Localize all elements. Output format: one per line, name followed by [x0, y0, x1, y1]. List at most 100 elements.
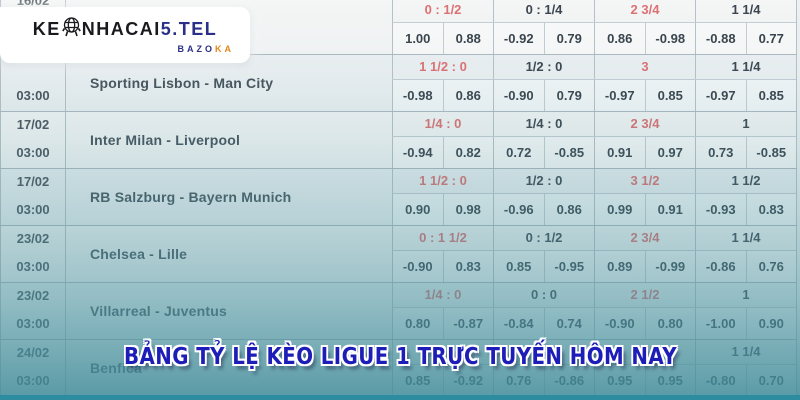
match-name: Villarreal - Juventus [90, 302, 228, 319]
odds-value[interactable]: -0.85 [745, 136, 796, 168]
odds-value[interactable]: -0.94 [392, 136, 443, 168]
match-time: 03:00 [16, 87, 50, 103]
odds-value[interactable]: -0.84 [493, 307, 544, 339]
odds-value[interactable]: 0.98 [442, 193, 493, 225]
site-logo[interactable]: KE NHACAI 5.TEL BAZOKA [0, 7, 250, 63]
handicap-value: 1 1/2 : 0 [392, 54, 493, 79]
match-date-cell: 17/02 03:00 [0, 111, 66, 168]
odds-value[interactable]: -0.95 [543, 250, 594, 282]
match-time: 03:00 [16, 372, 50, 388]
odds-row: 0.90 0.98 -0.96 0.86 0.99 0.91 -0.93 0.83 [392, 192, 796, 225]
odds-value[interactable]: 0.73 [695, 136, 746, 168]
odds-value[interactable]: 0.80 [644, 307, 695, 339]
odds-value[interactable]: -0.86 [695, 250, 746, 282]
odds-value[interactable]: -0.93 [695, 193, 746, 225]
odds-value[interactable]: 0.85 [745, 79, 796, 111]
odds-value[interactable]: -1.00 [695, 307, 746, 339]
match-row: 23/02 03:00 Villarreal - Juventus 1/4 : … [0, 282, 797, 340]
logo-brand-suffix: NHACAI [81, 19, 161, 39]
odds-value[interactable]: 0.90 [392, 193, 443, 225]
handicap-value: 2 1/2 [594, 282, 695, 307]
match-name-cell: Chelsea - Lille [66, 226, 392, 282]
odds-value[interactable]: 0.76 [745, 250, 796, 282]
globe-mascot-icon [61, 16, 81, 43]
odds-value[interactable]: 0.74 [543, 307, 594, 339]
odds-value[interactable]: -0.99 [644, 250, 695, 282]
logo-brand-prefix: KE [32, 19, 61, 39]
match-time: 03:00 [16, 144, 50, 160]
odds-value[interactable]: 0.72 [493, 136, 544, 168]
match-time: 03:00 [16, 201, 50, 217]
promo-banner: BẢNG TỶ LỆ KÈO LIGUE 1 TRỰC TUYẾN HÔM NA… [0, 344, 800, 370]
odds-value[interactable]: -0.87 [442, 307, 493, 339]
odds-value[interactable]: 0.85 [493, 250, 544, 282]
odds-value[interactable]: 0.79 [543, 79, 594, 111]
odds-value[interactable]: 0.82 [442, 136, 493, 168]
odds-value[interactable]: 0.86 [594, 22, 645, 54]
odds-value[interactable]: -0.98 [392, 79, 443, 111]
logo-brand-text: KE NHACAI 5.TEL [0, 16, 250, 43]
handicap-row: 0 : 1/2 0 : 1/4 2 3/4 1 1/4 [392, 0, 796, 22]
odds-value[interactable]: 0.90 [745, 307, 796, 339]
match-name-cell: RB Salzburg - Bayern Munich [66, 169, 392, 225]
match-date: 23/02 [16, 287, 50, 303]
odds-value[interactable]: -0.98 [644, 22, 695, 54]
handicap-value: 2 3/4 [594, 225, 695, 250]
odds-value[interactable]: -0.90 [392, 250, 443, 282]
handicap-value: 0 : 1/4 [493, 0, 594, 22]
odds-value[interactable]: 0.80 [392, 307, 443, 339]
match-date-cell: 23/02 03:00 [0, 282, 66, 339]
odds-value[interactable]: 0.86 [442, 79, 493, 111]
logo-subtitle-accent: KA [215, 44, 234, 54]
handicap-value: 0 : 1/2 [392, 0, 493, 22]
logo-subtitle-primary: BAZO [177, 44, 215, 54]
odds-value[interactable]: -0.90 [493, 79, 544, 111]
match-name: Inter Milan - Liverpool [90, 131, 241, 148]
handicap-value: 1 [695, 282, 796, 307]
odds-value[interactable]: -0.88 [695, 22, 746, 54]
handicap-value: 1 1/2 : 0 [392, 168, 493, 193]
odds-value[interactable]: 0.77 [745, 22, 796, 54]
handicap-value: 0 : 1/2 [493, 225, 594, 250]
odds-value[interactable]: -0.97 [594, 79, 645, 111]
odds-value[interactable]: 0.83 [442, 250, 493, 282]
handicap-value: 2 3/4 [594, 0, 695, 22]
odds-value[interactable]: 0.86 [543, 193, 594, 225]
odds-row: -0.90 0.83 0.85 -0.95 0.89 -0.99 -0.86 0.76 [392, 249, 796, 282]
odds-value[interactable]: 0.91 [644, 193, 695, 225]
odds-value[interactable]: 0.99 [594, 193, 645, 225]
odds-value[interactable]: 1.00 [392, 22, 443, 54]
handicap-value: 2 3/4 [594, 111, 695, 136]
match-date: 23/02 [16, 230, 50, 246]
odds-value[interactable]: 0.85 [644, 79, 695, 111]
odds-value[interactable]: -0.92 [493, 22, 544, 54]
logo-subtitle: BAZOKA [0, 44, 250, 54]
odds-value[interactable]: 0.97 [644, 136, 695, 168]
odds-value[interactable]: -0.90 [594, 307, 645, 339]
odds-value[interactable]: 0.83 [745, 193, 796, 225]
match-date-cell: 23/02 03:00 [0, 225, 66, 282]
match-date: 17/02 [16, 173, 50, 189]
odds-value[interactable]: 0.79 [543, 22, 594, 54]
handicap-value: 1/2 : 0 [493, 168, 594, 193]
logo-brand-tld: 5.TEL [160, 19, 218, 39]
match-time: 03:00 [16, 315, 50, 331]
bottom-accent-bar [0, 395, 800, 400]
match-name-cell: Villarreal - Juventus [66, 283, 392, 339]
odds-value[interactable]: -0.97 [695, 79, 746, 111]
match-name: RB Salzburg - Bayern Munich [90, 188, 292, 205]
odds-value[interactable]: 0.91 [594, 136, 645, 168]
handicap-value: 1 1/2 [695, 168, 796, 193]
odds-value[interactable]: 0.89 [594, 250, 645, 282]
odds-value[interactable]: -0.96 [493, 193, 544, 225]
odds-value[interactable]: 0.88 [442, 22, 493, 54]
match-row: 17/02 03:00 RB Salzburg - Bayern Munich … [0, 168, 797, 226]
odds-value[interactable]: -0.85 [543, 136, 594, 168]
handicap-value: 1/4 : 0 [392, 111, 493, 136]
